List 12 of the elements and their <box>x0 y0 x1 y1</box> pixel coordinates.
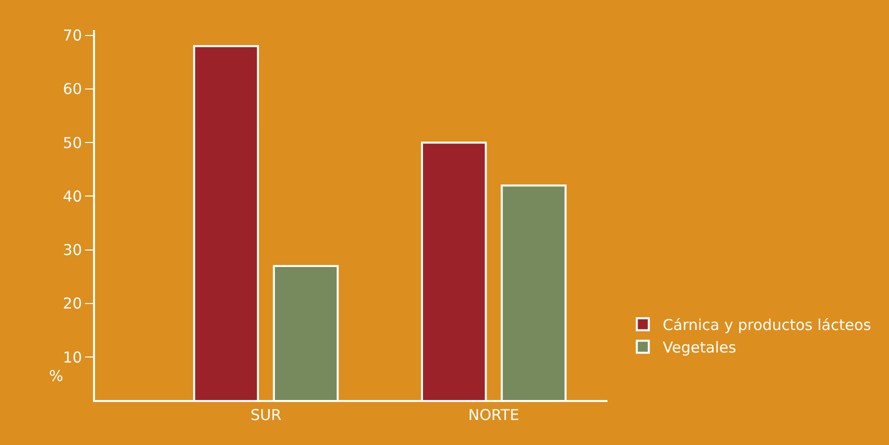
y-tick-label: 40 <box>62 187 82 206</box>
y-tick-label: 50 <box>62 134 82 152</box>
y-tick-label: 70 <box>62 26 82 45</box>
x-tick-label: SUR <box>250 406 282 424</box>
y-tick-label: 20 <box>62 294 82 313</box>
x-tick-label: NORTE <box>468 406 520 424</box>
y-tick-label: 60 <box>62 80 82 98</box>
legend-label: Vegetales <box>662 338 736 357</box>
y-tick-label: 30 <box>62 241 82 260</box>
y-axis-title: % <box>49 367 64 385</box>
legend-label: Cárnica y productos lácteos <box>662 316 872 334</box>
y-tick-label: 10 <box>62 348 82 366</box>
